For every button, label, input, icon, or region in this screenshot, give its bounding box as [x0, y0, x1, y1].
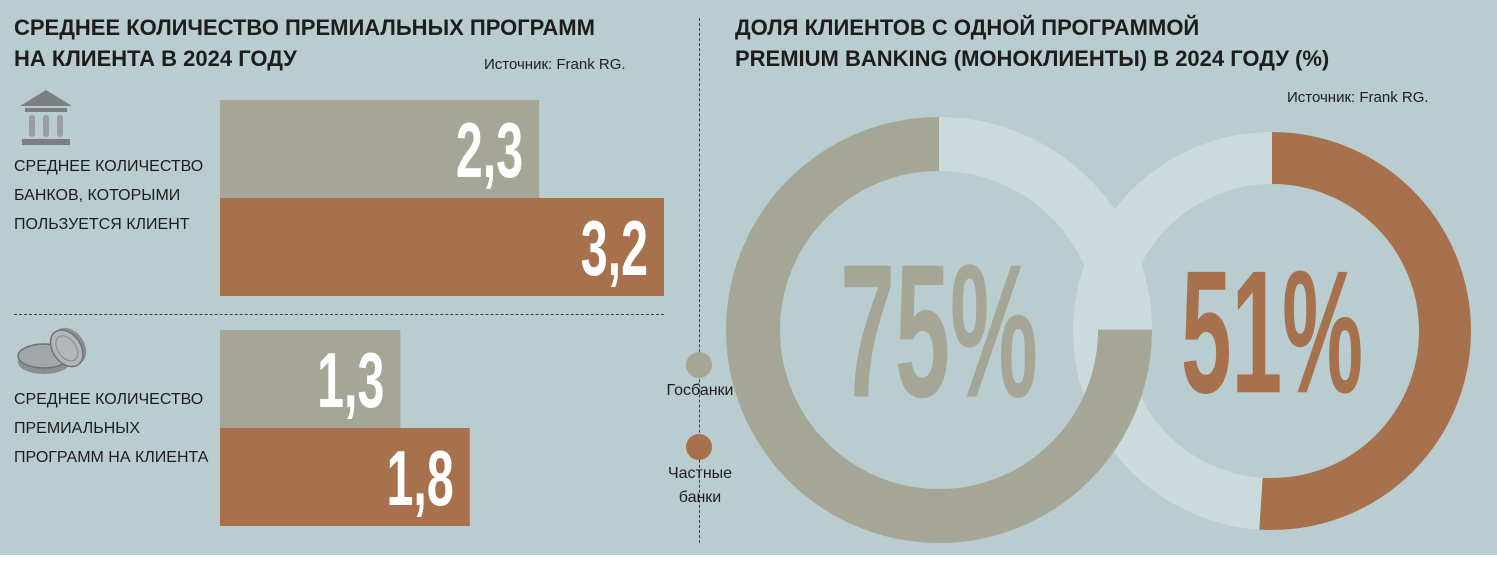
coins-icon [14, 324, 96, 385]
legend-dot-state [686, 352, 712, 378]
group2-label-line3: программ на клиента [14, 449, 209, 466]
right-source: Источник: Frank RG. [1287, 89, 1429, 106]
legend-label-private-line1: Частные [667, 465, 733, 482]
panel-divider [699, 18, 700, 543]
group1-label-line3: пользуется клиент [14, 216, 190, 233]
bar-1-state [220, 100, 540, 198]
right-title: Доля клиентов с одной программой Premium… [735, 12, 1329, 74]
bar-2-private [220, 428, 470, 526]
bar-value-label: 1,8 [387, 434, 454, 522]
right-title-line2: Premium Banking (моноклиенты) в 2024 год… [735, 46, 1330, 71]
right-title-line1: Доля клиентов с одной программой [735, 15, 1200, 40]
bank-icon [16, 88, 76, 155]
left-source: Источник: Frank RG. [484, 56, 626, 73]
legend-label-private-line2: банки [678, 489, 722, 506]
row-divider [14, 314, 664, 315]
bar-value-label: 1,3 [317, 336, 384, 424]
legend-label-private: Частные банки [650, 462, 750, 510]
bar-value-label: 3,2 [581, 204, 648, 292]
bar-1-private [220, 198, 664, 296]
legend-dot-private [686, 434, 712, 460]
group1-label-line2: банков, которыми [14, 187, 181, 204]
left-title-line1: Среднее количество премиальных программ [14, 15, 595, 40]
bar-2-state [220, 330, 401, 428]
donut-value-private: 51% [1181, 234, 1363, 430]
bar-value-label: 2,3 [456, 106, 523, 194]
donut-arc-state [726, 117, 1152, 543]
group1-label: Среднее количество банков, которыми поль… [14, 152, 203, 239]
left-title-line2: на клиента в 2024 году [14, 46, 297, 71]
group2-label: Среднее количество премиальных программ … [14, 385, 208, 472]
group2-label-line1: Среднее количество [14, 391, 204, 408]
group1-label-line1: Среднее количество [14, 158, 204, 175]
donut-arc-private [1073, 132, 1471, 530]
donut-value-state: 75% [840, 226, 1038, 438]
left-title: Среднее количество премиальных программ … [14, 12, 595, 74]
group2-label-line2: премиальных [14, 420, 141, 437]
legend-label-state: Госбанки [666, 382, 734, 399]
